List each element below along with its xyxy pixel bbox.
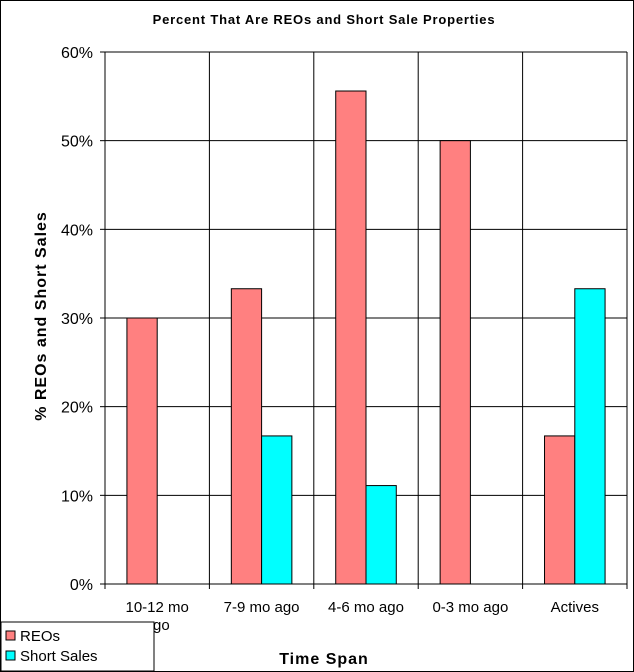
bar-reos (439, 140, 471, 585)
x-tick-label: 7-9 mo ago (224, 599, 300, 616)
y-axis-title: % REOs and Short Sales (33, 211, 50, 421)
bar-reos (544, 435, 576, 585)
legend-label-reos: REOs (20, 628, 60, 645)
y-tick-label: 50% (61, 134, 93, 151)
y-tick-label: 60% (61, 45, 93, 62)
axes (100, 51, 628, 589)
chart-title: Percent That Are REOs and Short Sale Pro… (153, 12, 496, 27)
y-tick-labels: 0% 10% 20% 30% 40% 50% 60% (61, 45, 93, 594)
x-axis-title: Time Span (279, 651, 369, 668)
bar-reos (230, 288, 263, 585)
x-tick-label: 0-3 mo ago (432, 599, 508, 616)
y-tick-label: 40% (61, 222, 93, 239)
legend: REOs Short Sales (0, 621, 155, 672)
y-tick-label: 10% (61, 488, 93, 505)
x-tick-label: 4-6 mo ago (328, 599, 404, 616)
legend-swatch-short-sales (5, 650, 16, 661)
bars (126, 90, 606, 585)
x-tick-label: Actives (551, 599, 599, 616)
bar-short-sales (574, 288, 606, 585)
x-tick-label: 10-12 mo ago (126, 599, 189, 634)
bar-short-sales (261, 435, 293, 585)
legend-box (0, 621, 155, 672)
bar-short-sales (365, 485, 397, 585)
y-tick-label: 30% (61, 311, 93, 328)
bar-reos (335, 90, 367, 585)
legend-swatch-reos (5, 630, 16, 641)
gridlines (105, 51, 628, 584)
legend-label-short-sales: Short Sales (20, 648, 98, 665)
y-tick-label: 20% (61, 400, 93, 417)
bar-reos (126, 317, 158, 585)
y-tick-label: 0% (70, 577, 93, 594)
x-tick-labels: 10-12 mo ago 7-9 mo ago 4-6 mo ago 0-3 mo ag… (126, 599, 599, 634)
